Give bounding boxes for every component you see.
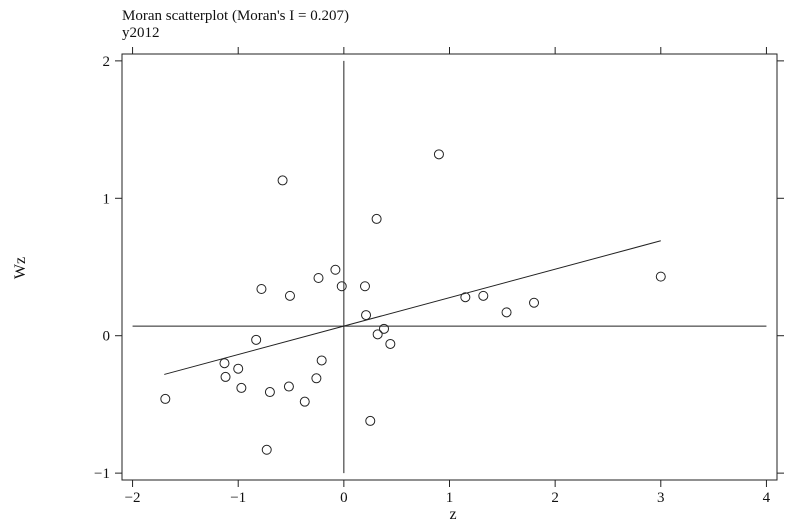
y-tick-label: 0 (103, 329, 111, 345)
scatter-point (379, 323, 389, 334)
reference-lines (132, 60, 767, 474)
x-tick-label: 1 (446, 490, 454, 506)
x-tick-label: 0 (340, 490, 348, 506)
scatter-point (284, 290, 295, 301)
y-tick-label: −1 (94, 466, 110, 482)
scatter-point (283, 381, 294, 392)
scatter-point (264, 387, 275, 398)
x-axis-label: z (449, 506, 457, 523)
scatter-point (655, 271, 666, 282)
scatter-point (299, 396, 310, 407)
scatter-point (251, 334, 262, 345)
scatter-point (220, 371, 231, 382)
y-tick-label: 1 (103, 191, 111, 207)
scatter-point (236, 382, 247, 393)
scatter-point (313, 272, 324, 283)
data-points (160, 149, 666, 455)
scatter-point (371, 213, 382, 224)
scatter-point (478, 290, 489, 301)
scatter-point (501, 307, 512, 318)
x-tick-label: −2 (125, 490, 141, 506)
scatter-point (359, 281, 370, 292)
scatter-point (219, 358, 230, 369)
scatter-point (277, 175, 288, 186)
chart-subtitle: y2012 (122, 25, 160, 41)
scatter-point (385, 338, 396, 349)
y-axis-label: Wz (12, 256, 29, 280)
x-tick-label: 2 (551, 490, 559, 506)
scatter-point (311, 373, 322, 384)
plot-frame (121, 53, 778, 481)
scatter-point (233, 363, 244, 374)
scatter-point (261, 444, 272, 455)
scatter-point (361, 310, 372, 321)
axis-ticks: −2 −1 0 1 2 3 4 −1 0 1 2 (94, 47, 784, 506)
x-tick-label: 3 (657, 490, 665, 506)
regression-line (164, 240, 661, 375)
x-tick-label: 4 (763, 490, 771, 506)
scatter-point (316, 355, 327, 366)
scatter-point (160, 393, 171, 404)
scatter-point (256, 283, 267, 294)
y-tick-label: 2 (103, 54, 111, 70)
scatter-point (365, 415, 376, 426)
scatter-point (529, 297, 540, 308)
scatter-point (433, 149, 444, 160)
x-tick-label: −1 (230, 490, 246, 506)
chart-title: Moran scatterplot (Moran's I = 0.207) (122, 8, 349, 24)
scatter-point (372, 329, 383, 340)
scatter-point (336, 281, 347, 292)
scatter-point (330, 264, 341, 275)
scatter-point (460, 292, 471, 303)
